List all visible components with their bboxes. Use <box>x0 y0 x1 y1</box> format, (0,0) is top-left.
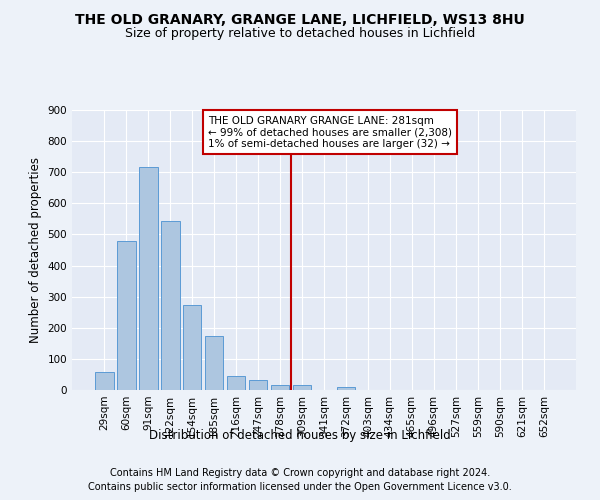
Text: Distribution of detached houses by size in Lichfield: Distribution of detached houses by size … <box>149 428 451 442</box>
Text: THE OLD GRANARY GRANGE LANE: 281sqm
← 99% of detached houses are smaller (2,308): THE OLD GRANARY GRANGE LANE: 281sqm ← 99… <box>208 116 452 149</box>
Bar <box>183 306 202 390</box>
Bar <box>161 221 179 390</box>
Text: THE OLD GRANARY, GRANGE LANE, LICHFIELD, WS13 8HU: THE OLD GRANARY, GRANGE LANE, LICHFIELD,… <box>75 12 525 26</box>
Bar <box>95 372 113 390</box>
Bar <box>139 166 158 390</box>
Text: Size of property relative to detached houses in Lichfield: Size of property relative to detached ho… <box>125 28 475 40</box>
Text: Contains HM Land Registry data © Crown copyright and database right 2024.: Contains HM Land Registry data © Crown c… <box>110 468 490 477</box>
Y-axis label: Number of detached properties: Number of detached properties <box>29 157 42 343</box>
Bar <box>337 387 355 390</box>
Bar <box>205 336 223 390</box>
Bar <box>117 240 136 390</box>
Bar <box>227 376 245 390</box>
Bar <box>271 385 289 390</box>
Text: Contains public sector information licensed under the Open Government Licence v3: Contains public sector information licen… <box>88 482 512 492</box>
Bar <box>249 380 268 390</box>
Bar <box>293 386 311 390</box>
